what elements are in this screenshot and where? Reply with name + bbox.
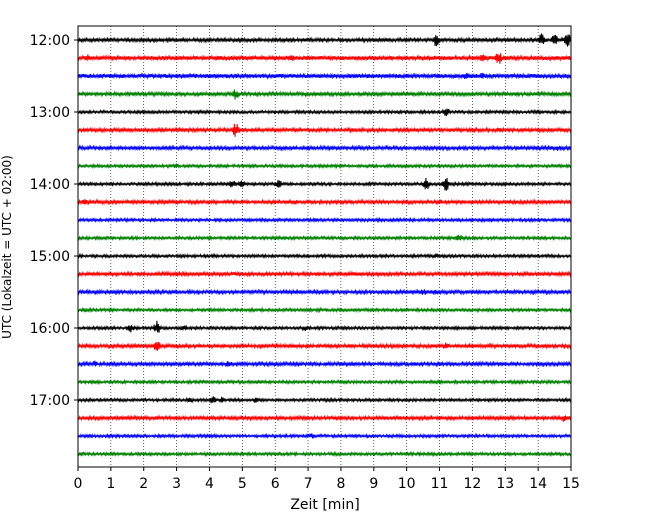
x-tick-label: 1 [106, 476, 115, 492]
x-tick-label: 15 [562, 476, 580, 492]
x-axis-label: Zeit [min] [290, 497, 359, 513]
trace-1500 [77, 252, 572, 260]
x-tick-label: 14 [529, 476, 547, 492]
trace-1600 [77, 320, 572, 333]
trace-1300 [77, 108, 572, 117]
trace-1445 [77, 234, 572, 242]
trace-1715 [77, 414, 572, 422]
x-tick-label: 12 [463, 476, 481, 492]
trace-1430 [77, 216, 572, 224]
trace-1515 [77, 270, 572, 278]
y-axis-label: UTC (Lokalzeit = UTC + 02:00) [0, 155, 14, 339]
trace-1245 [77, 89, 572, 100]
y-tick-label: 12:00 [30, 33, 70, 49]
x-tick-label: 6 [271, 476, 280, 492]
x-axis-ticks: 0 1 2 3 4 5 6 7 8 9 10 11 12 13 14 15 [74, 467, 580, 492]
trace-group [77, 33, 572, 458]
y-tick-label: 14:00 [30, 177, 70, 193]
x-tick-label: 11 [431, 476, 449, 492]
x-tick-label: 2 [139, 476, 148, 492]
trace-1645 [77, 378, 572, 386]
trace-1530 [77, 288, 572, 296]
y-tick-label: 15:00 [30, 249, 70, 265]
x-tick-label: 4 [205, 476, 214, 492]
x-tick-label: 10 [398, 476, 416, 492]
x-tick-label: 3 [172, 476, 181, 492]
x-tick-label: 8 [336, 476, 345, 492]
trace-1615 [77, 341, 572, 351]
x-tick-label: 13 [496, 476, 514, 492]
y-tick-label: 13:00 [30, 105, 70, 121]
trace-1700 [77, 396, 572, 404]
trace-1745 [77, 450, 572, 458]
plot-frame [77, 25, 572, 468]
trace-1630 [77, 360, 572, 368]
trace-1230 [77, 72, 572, 80]
x-tick-label: 9 [369, 476, 378, 492]
x-tick-label: 5 [238, 476, 247, 492]
x-tick-label: 0 [74, 476, 83, 492]
trace-1200 [77, 33, 572, 47]
trace-1215 [77, 53, 572, 64]
trace-1315 [77, 123, 572, 137]
trace-1400 [77, 177, 572, 191]
trace-1415 [77, 198, 572, 206]
trace-1345 [77, 162, 572, 170]
trace-1330 [77, 144, 572, 152]
y-tick-label: 16:00 [30, 321, 70, 337]
trace-1730 [77, 432, 572, 440]
y-axis-ticks: 12:00 13:00 14:00 15:00 16:00 17:00 [30, 33, 78, 409]
trace-1545 [77, 306, 572, 314]
y-tick-label: 17:00 [30, 393, 70, 409]
x-tick-label: 7 [304, 476, 313, 492]
